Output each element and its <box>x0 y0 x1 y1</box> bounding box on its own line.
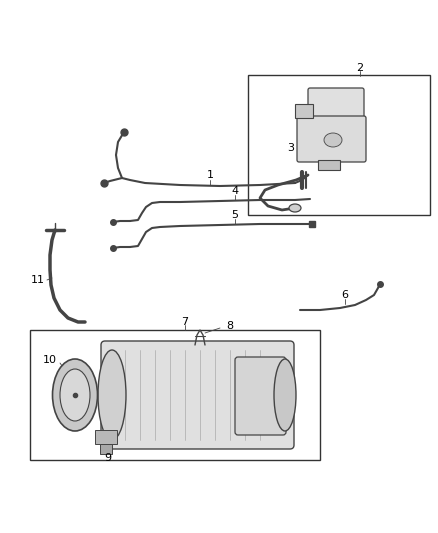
Ellipse shape <box>98 350 126 440</box>
Text: 9: 9 <box>104 453 112 463</box>
Bar <box>295 104 313 118</box>
Text: 2: 2 <box>357 63 364 73</box>
Text: 4: 4 <box>231 186 239 196</box>
Bar <box>30 330 320 460</box>
Bar <box>318 160 340 170</box>
Bar <box>100 444 112 454</box>
Text: 5: 5 <box>232 210 239 220</box>
Ellipse shape <box>274 359 296 431</box>
Text: 6: 6 <box>342 290 349 300</box>
Text: 11: 11 <box>31 275 45 285</box>
Ellipse shape <box>324 133 342 147</box>
Ellipse shape <box>60 369 90 421</box>
FancyBboxPatch shape <box>101 341 294 449</box>
Text: 3: 3 <box>287 143 294 153</box>
Text: 10: 10 <box>43 355 57 365</box>
Bar <box>95 430 117 444</box>
Ellipse shape <box>289 204 301 212</box>
Text: 7: 7 <box>181 317 189 327</box>
Text: 1: 1 <box>206 170 213 180</box>
Bar <box>248 75 430 215</box>
FancyBboxPatch shape <box>297 116 366 162</box>
FancyBboxPatch shape <box>235 357 286 435</box>
FancyBboxPatch shape <box>308 88 364 120</box>
Text: 8: 8 <box>226 321 233 331</box>
Ellipse shape <box>53 359 98 431</box>
